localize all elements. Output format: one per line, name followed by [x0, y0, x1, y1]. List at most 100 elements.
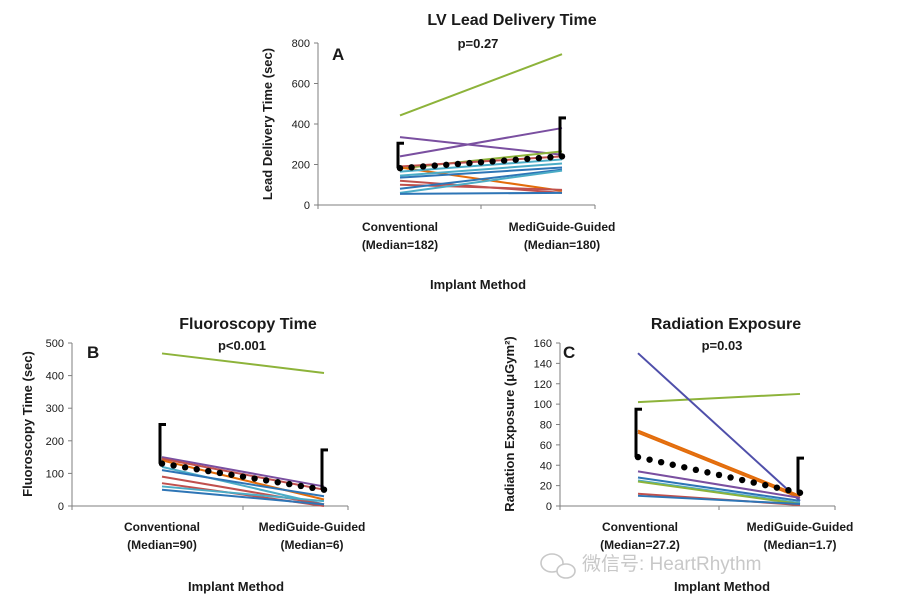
- median-trend-dot: [634, 453, 642, 461]
- median-trend-dot: [396, 164, 404, 172]
- x-axis-label: Implant Method: [430, 277, 526, 292]
- panel-a: 0 200 400 600 800 LV Lead Delivery Time p=0.27…: [260, 12, 615, 292]
- median-trend-dot: [170, 462, 177, 469]
- series-line: [161, 459, 325, 501]
- median-trend-dot: [443, 161, 450, 168]
- series-line: [637, 392, 801, 404]
- series-line: [637, 470, 801, 499]
- p-value: p=0.27: [458, 36, 499, 51]
- median-trend-dot: [251, 475, 258, 482]
- median-trend-dot: [715, 471, 723, 479]
- series-line: [161, 475, 325, 506]
- y-tick-label: 160: [534, 338, 552, 350]
- y-tick-label: 100: [46, 468, 64, 480]
- category-median-label: (Median=6): [280, 538, 343, 552]
- median-trend-dot: [216, 469, 224, 477]
- y-tick-label: 100: [534, 399, 552, 411]
- y-axis-label: Radiation Exposure (μGym²): [502, 336, 517, 512]
- series-line: [399, 191, 563, 195]
- median-trend-dot: [657, 458, 665, 466]
- panel-letter: A: [332, 45, 344, 64]
- median-trend-dot: [547, 154, 554, 161]
- median-trend-dot: [309, 484, 316, 492]
- category-label: MediGuide-Guided: [259, 520, 366, 534]
- median-trend-dot: [158, 460, 166, 467]
- y-tick-label: 200: [46, 436, 64, 448]
- series-line: [161, 456, 325, 488]
- median-trend-dot: [669, 461, 676, 468]
- y-tick-label: 20: [540, 481, 552, 493]
- y-tick-label: 200: [292, 160, 310, 172]
- series-line: [161, 485, 325, 503]
- median-trend-dot: [762, 481, 769, 489]
- p-value: p<0.001: [218, 338, 266, 353]
- median-trend-dot: [750, 479, 757, 486]
- series-line: [399, 158, 563, 173]
- median-trend-dot: [727, 474, 734, 481]
- wechat-icon: [540, 553, 576, 579]
- series-line: [637, 494, 801, 505]
- x-axis-label: Implant Method: [674, 579, 770, 594]
- x-axis-label: Implant Method: [188, 579, 284, 594]
- category-median-label: (Median=180): [524, 238, 600, 252]
- median-trend-dot: [286, 480, 293, 488]
- series-line: [637, 479, 801, 504]
- y-tick-label: 0: [304, 200, 310, 212]
- category-label: Conventional: [602, 520, 678, 534]
- panel-letter: C: [563, 343, 575, 362]
- watermark-text: 微信号: HeartRhythm: [582, 553, 761, 575]
- series-line: [637, 476, 801, 502]
- y-tick-label: 500: [46, 338, 64, 350]
- category-median-label: (Median=182): [362, 238, 438, 252]
- median-trend-dot: [454, 160, 462, 168]
- median-trend-dot: [500, 157, 508, 164]
- median-trend-dot: [466, 159, 473, 167]
- median-trend-dot: [193, 466, 200, 473]
- y-axis-label: Fluoroscopy Time (sec): [20, 351, 35, 497]
- median-trend-dot: [646, 456, 653, 463]
- panel-c: 0 20 40 60 80 100 120 140 160 Radiation Exposure p…: [502, 316, 853, 594]
- series-line: [399, 168, 563, 190]
- series-line: [399, 162, 563, 177]
- median-trend-dot: [297, 482, 305, 490]
- y-tick-label: 400: [46, 371, 64, 383]
- median-trend-dot: [228, 471, 235, 478]
- chart-title: LV Lead Delivery Time: [427, 12, 596, 29]
- median-trend-dot: [239, 473, 247, 480]
- panel-b: 0 100 200 300 400 500 Fluoroscopy Time p<0.001 B…: [20, 316, 365, 594]
- median-trend-dot: [489, 158, 496, 165]
- y-tick-label: 120: [534, 379, 552, 391]
- category-label: Conventional: [124, 520, 200, 534]
- p-value: p=0.03: [702, 338, 743, 353]
- y-tick-label: 0: [546, 501, 552, 513]
- median-trend-dot: [419, 163, 427, 170]
- category-label: MediGuide-Guided: [747, 520, 854, 534]
- y-tick-label: 140: [534, 358, 552, 370]
- series-line: [399, 166, 563, 179]
- watermark: 微信号: HeartRhythm: [540, 553, 761, 579]
- median-trend-dot: [738, 476, 746, 484]
- median-trend-dot: [704, 469, 711, 476]
- median-trend-dot: [477, 159, 485, 166]
- series-line: [161, 352, 325, 374]
- y-tick-label: 40: [540, 460, 552, 472]
- median-trend-dot: [796, 489, 804, 496]
- series-line: [399, 127, 563, 158]
- median-trend-dot: [535, 154, 543, 162]
- median-trend-dot: [262, 477, 270, 484]
- category-median-label: (Median=1.7): [763, 538, 836, 552]
- median-trend-dot: [181, 464, 189, 471]
- series-line: [637, 431, 801, 499]
- y-tick-label: 800: [292, 38, 310, 50]
- series-line: [161, 488, 325, 506]
- chart-title: Radiation Exposure: [651, 316, 801, 333]
- category-label: Conventional: [362, 220, 438, 234]
- wechat-bubble-small: [556, 563, 576, 579]
- series-line: [637, 480, 801, 505]
- series-line: [399, 169, 563, 194]
- y-axis-label: Lead Delivery Time (sec): [260, 48, 275, 200]
- median-trend-dot: [558, 153, 566, 160]
- category-median-label: (Median=27.2): [600, 538, 680, 552]
- median-trend-dot: [320, 486, 328, 493]
